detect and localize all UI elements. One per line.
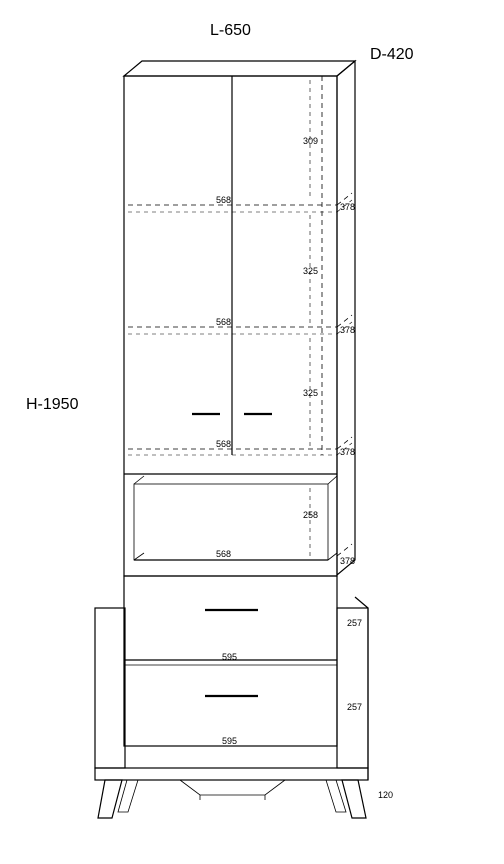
cabinet-drawing xyxy=(0,0,504,864)
